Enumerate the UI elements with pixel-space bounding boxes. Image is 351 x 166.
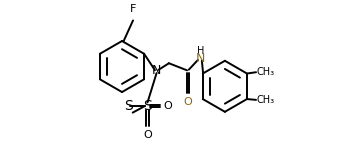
Text: O: O bbox=[143, 130, 152, 140]
Text: CH₃: CH₃ bbox=[257, 95, 274, 105]
Text: F: F bbox=[130, 4, 136, 14]
Text: N: N bbox=[152, 64, 161, 77]
Text: H: H bbox=[197, 46, 204, 56]
Text: N: N bbox=[196, 52, 205, 65]
Text: S: S bbox=[143, 99, 152, 113]
Text: CH₃: CH₃ bbox=[257, 67, 274, 77]
Text: O: O bbox=[164, 101, 172, 111]
Text: O: O bbox=[184, 97, 192, 107]
Text: S: S bbox=[124, 99, 133, 113]
